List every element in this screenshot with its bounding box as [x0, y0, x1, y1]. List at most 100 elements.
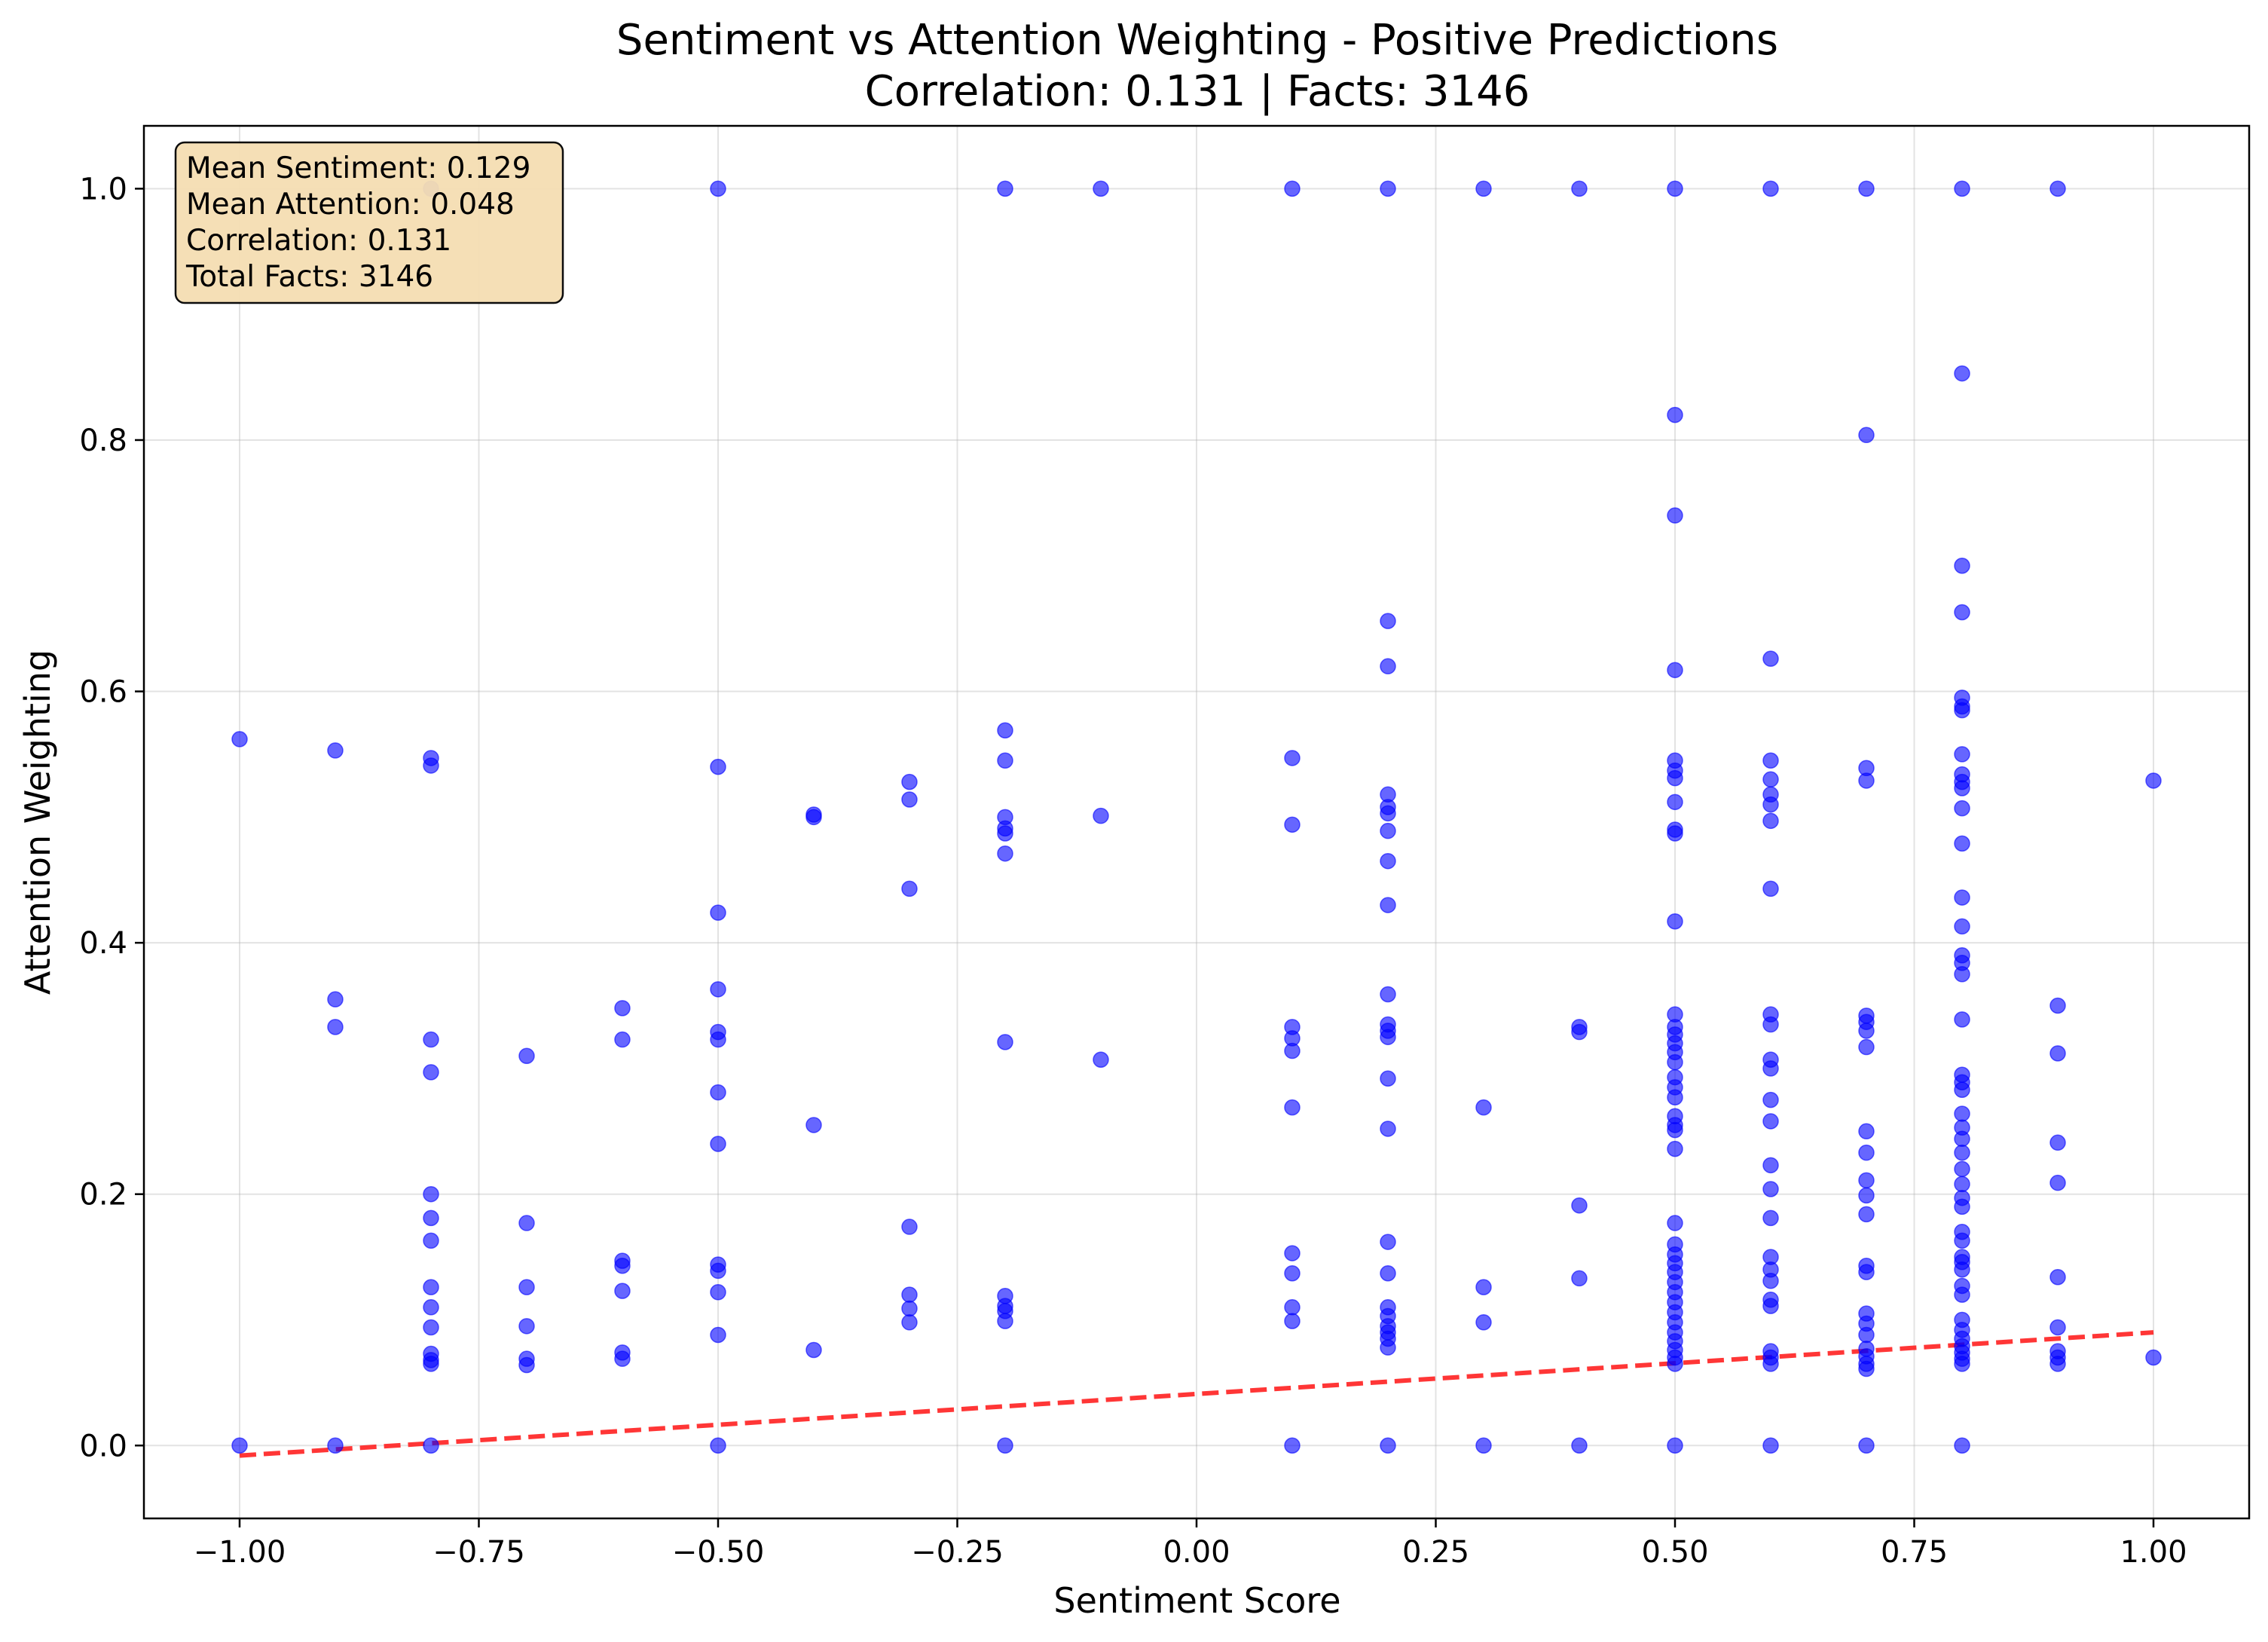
x-tick-label: −1.00: [194, 1535, 286, 1570]
data-point: [1284, 1313, 1301, 1329]
data-point: [1762, 771, 1779, 788]
data-point: [614, 1000, 631, 1017]
y-axis-label: Attention Weighting: [17, 650, 58, 995]
y-tick-label: 0.6: [79, 675, 127, 710]
y-tick-label: 0.2: [79, 1178, 127, 1212]
data-point: [1762, 180, 1779, 197]
data-point: [1954, 1081, 1970, 1099]
data-point: [901, 1300, 918, 1317]
y-tick-label: 1.0: [79, 172, 127, 206]
data-point: [1667, 406, 1683, 423]
data-point: [327, 742, 344, 759]
data-point: [518, 1279, 535, 1295]
data-point: [1667, 180, 1683, 197]
data-point: [2049, 1269, 2066, 1286]
data-point: [1858, 1023, 1875, 1039]
data-point: [1380, 986, 1396, 1003]
x-tick-label: −0.75: [433, 1535, 525, 1570]
data-point: [1762, 1091, 1779, 1108]
data-point: [1954, 604, 1970, 621]
data-point: [1954, 1176, 1970, 1193]
data-point: [1380, 1437, 1396, 1454]
grid-lines: [144, 126, 2249, 1518]
data-point: [1954, 1130, 1970, 1148]
data-point: [231, 1437, 248, 1454]
data-point: [1954, 1232, 1970, 1249]
info-mean-attention: Mean Attention: 0.048: [186, 188, 515, 222]
data-point: [1667, 825, 1683, 842]
data-point: [423, 1299, 439, 1316]
data-point: [1093, 807, 1109, 824]
data-point: [1762, 812, 1779, 830]
data-point: [1284, 750, 1301, 766]
data-point: [1762, 1273, 1779, 1289]
data-point: [327, 1437, 344, 1454]
data-point: [1475, 1437, 1492, 1454]
data-point: [1284, 1265, 1301, 1282]
data-point: [1954, 1356, 1970, 1372]
data-point: [423, 1356, 439, 1372]
data-point: [1284, 1437, 1301, 1454]
data-point: [1380, 822, 1396, 839]
data-point: [1858, 772, 1875, 789]
data-point: [1762, 1016, 1779, 1033]
y-tick-label: 0.8: [79, 423, 127, 458]
data-point: [1762, 1181, 1779, 1197]
data-point: [1667, 913, 1683, 930]
data-point: [1284, 180, 1301, 197]
data-point: [231, 731, 248, 748]
data-point: [1954, 1011, 1970, 1028]
info-total-facts: Total Facts: 3146: [185, 260, 433, 294]
data-point: [805, 1117, 822, 1133]
data-point: [710, 1326, 726, 1344]
data-point: [614, 1283, 631, 1299]
data-point: [1858, 1264, 1875, 1280]
data-point: [1858, 1326, 1875, 1344]
data-point: [1762, 1113, 1779, 1130]
data-point: [1667, 1140, 1683, 1157]
data-point: [1380, 658, 1396, 674]
data-point: [710, 758, 726, 775]
data-point: [1667, 507, 1683, 524]
data-point: [1380, 897, 1396, 913]
x-tick-label: 1.00: [2120, 1535, 2187, 1570]
data-point: [518, 1047, 535, 1064]
data-point: [1858, 1206, 1875, 1223]
data-point: [1380, 1234, 1396, 1250]
data-point: [1284, 1099, 1301, 1116]
data-point: [1380, 805, 1396, 822]
x-tick-label: 0.75: [1881, 1535, 1948, 1570]
data-point: [1284, 1042, 1301, 1060]
data-point: [327, 1019, 344, 1035]
data-point: [901, 773, 918, 790]
info-box: Mean Sentiment: 0.129 Mean Attention: 0.…: [174, 141, 564, 304]
x-tick-label: 0.00: [1163, 1535, 1230, 1570]
data-point: [1954, 918, 1970, 935]
trend-line: [239, 1330, 2154, 1458]
y-tick-label: 0.4: [79, 926, 127, 961]
data-point: [901, 1314, 918, 1331]
y-axis-ticks: 0.0 0.2 0.4 0.6 0.8 1.0: [79, 172, 144, 1463]
data-point: [805, 809, 822, 826]
data-point: [1571, 1437, 1588, 1454]
data-point: [2049, 997, 2066, 1014]
data-point: [614, 1258, 631, 1274]
data-point: [997, 752, 1013, 769]
data-point: [1858, 1038, 1875, 1056]
chart-title: Sentiment vs Attention Weighting - Posit…: [616, 16, 1778, 65]
data-point: [1762, 880, 1779, 897]
data-point: [614, 1350, 631, 1367]
data-point: [423, 1064, 439, 1081]
data-point: [710, 1084, 726, 1101]
data-point: [1667, 662, 1683, 678]
data-point: [997, 1034, 1013, 1050]
data-point: [710, 981, 726, 998]
data-point: [1954, 1198, 1970, 1215]
data-point: [710, 904, 726, 921]
data-point: [423, 1232, 439, 1249]
data-point: [1284, 1299, 1301, 1316]
data-point: [1380, 1265, 1396, 1282]
data-point: [1954, 835, 1970, 852]
data-point: [1858, 1172, 1875, 1189]
data-point: [1954, 180, 1970, 197]
